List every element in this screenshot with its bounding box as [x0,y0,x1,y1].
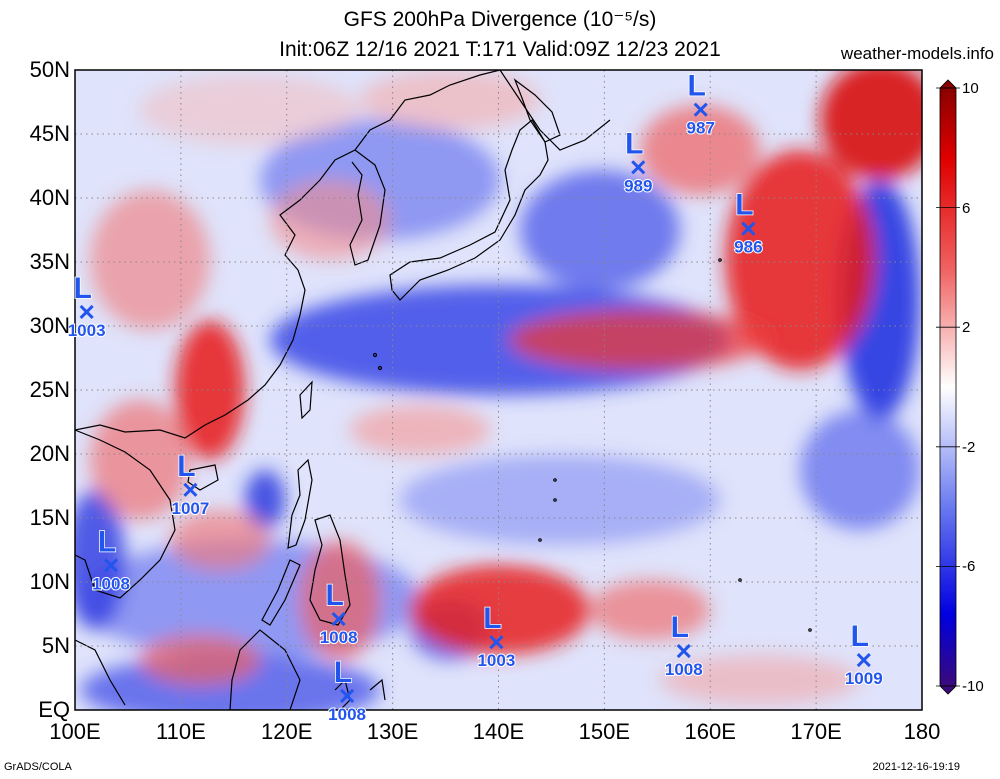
longitude-label: 180 [903,719,941,744]
map-subtitle: Init:06Z 12/16 2021 T:171 Valid:09Z 12/2… [279,38,721,61]
low-letter: L [483,602,501,635]
low-center-cross [676,644,691,659]
longitude-label: 160E [684,719,736,744]
colorbar-label: -2 [962,438,976,456]
low-pressure-center: L 1008 [91,525,131,595]
coastlines [75,70,812,710]
low-pressure-value: 986 [734,238,762,257]
low-letter: L [688,70,706,103]
low-center-cross [693,102,708,117]
low-letter: L [177,450,195,483]
low-center-cross [856,653,871,668]
latitude-label: EQ [38,697,70,722]
low-pressure-markers: L 1003 L 1007 L 1008 L 1008 L 1008 L 1003 L 1008 L 1009… [67,69,884,725]
low-pressure-center: L 1008 [319,578,359,648]
colorbar-bottom-arrow [939,685,957,695]
low-pressure-center: L 1008 [664,610,704,680]
map-frame [74,69,923,711]
low-pressure-value: 989 [624,176,652,195]
low-pressure-center: L 1009 [844,619,884,689]
colorbar-ticks [936,87,960,687]
longitude-label: 120E [261,719,313,744]
low-center-cross [741,221,756,236]
low-letter: L [625,127,643,160]
latitude-label: 25N [29,377,70,402]
longitude-label: 110E [156,719,206,744]
colorbar-label: -10 [962,678,984,695]
low-center-cross [331,612,346,627]
longitude-label: 100E [49,719,101,744]
longitude-label: 150E [578,719,631,744]
longitude-label: 140E [472,719,525,744]
colorbar-label: 10 [962,80,979,97]
low-letter: L [671,611,689,644]
low-letter: L [851,620,869,653]
map-title: GFS 200hPa Divergence (10⁻⁵/s) [343,8,657,31]
low-center-cross [183,482,198,497]
latitude-label: 20N [29,441,70,466]
latitude-label: 10N [29,569,70,594]
latitude-label: 45N [29,121,70,146]
low-letter: L [73,272,91,305]
low-center-cross [489,635,504,650]
low-pressure-value: 1003 [477,651,515,670]
low-letter: L [98,525,116,558]
low-center-cross [340,688,355,703]
low-pressure-value: 1008 [665,660,703,679]
colorbar-top-arrow [939,79,957,89]
colorbar-label: 6 [962,199,971,217]
divergence-field [75,70,922,710]
latitude-label: 15N [29,505,70,530]
low-pressure-value: 1008 [328,705,366,724]
low-center-cross [631,160,646,175]
low-pressure-center: L 989 [623,127,653,197]
colorbar-label: 2 [962,319,971,337]
low-pressure-value: 1003 [68,321,106,340]
low-pressure-center: L 1007 [170,449,210,519]
footer-timestamp: 2021-12-16-19:19 [872,761,960,773]
latitude-label: 50N [29,57,70,82]
latitude-label: 30N [29,313,70,338]
longitude-label: 170E [790,719,842,744]
colorbar [939,87,957,687]
footer-software: GrADS/COLA [4,761,72,773]
low-pressure-center: L 1008 [327,655,367,725]
latitude-label: 5N [41,633,70,658]
low-pressure-value: 1007 [171,499,209,518]
low-pressure-value: 1008 [92,574,130,593]
longitude-label: 130E [366,719,419,744]
credit-text: weather-models.info [840,44,994,63]
latitude-label: 35N [29,249,70,274]
low-center-cross [79,304,94,319]
latitude-label: 40N [29,185,70,210]
low-pressure-center: L 1003 [476,601,516,671]
low-pressure-center: L 986 [733,188,763,258]
low-pressure-value: 1008 [320,628,358,647]
low-pressure-value: 1009 [845,669,883,688]
low-pressure-value: 987 [687,119,715,138]
low-letter: L [735,189,753,222]
low-center-cross [103,558,119,573]
low-letter: L [325,579,343,612]
low-pressure-center: L 1003 [67,271,107,341]
low-letter: L [334,656,352,689]
colorbar-label: -6 [962,558,976,576]
low-pressure-center: L 987 [686,69,716,139]
